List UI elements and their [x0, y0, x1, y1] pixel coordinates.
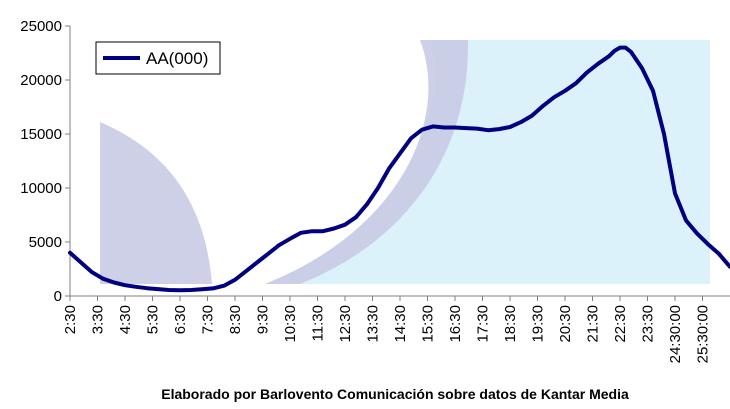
x-tick-label: 24:30:00 [667, 305, 684, 363]
series-line-aa000 [68, 45, 730, 293]
x-tick-label: 4:30 [117, 305, 134, 334]
x-tick-label: 3:30 [90, 305, 107, 334]
background-decoration [100, 40, 710, 284]
y-tick-label: 10000 [20, 180, 62, 197]
x-tick-label: 6:30 [172, 305, 189, 334]
y-tick-label: 5000 [29, 234, 62, 251]
x-tick-label: 2:30 [62, 305, 79, 334]
x-tick-label: 5:30 [145, 305, 162, 334]
y-tick-label: 20000 [20, 72, 62, 89]
x-tick-label: 17:30 [475, 305, 492, 343]
x-tick-label: 7:30 [200, 305, 217, 334]
x-tick-label: 8:30 [227, 305, 244, 334]
x-tick-label: 13:30 [365, 305, 382, 343]
y-axis-ticks: 0 5000 10000 15000 20000 25000 [20, 18, 70, 305]
x-tick-label: 15:30 [420, 305, 437, 343]
x-tick-label: 25:30:00 [695, 305, 712, 363]
x-tick-label: 9:30 [255, 305, 272, 334]
legend: AA(000) [95, 41, 221, 75]
x-tick-label: 23:30 [640, 305, 657, 343]
y-tick-label: 0 [54, 288, 62, 305]
x-tick-label: 16:30 [447, 305, 464, 343]
x-axis-ticks: 2:30 3:30 4:30 5:30 6:30 7:30 8:30 9:30 10:30 11:… [62, 296, 712, 363]
x-tick-label: 22:30 [612, 305, 629, 343]
x-tick-label: 21:30 [585, 305, 602, 343]
decor-band-curve [265, 40, 469, 284]
x-tick-label: 14:30 [392, 305, 409, 343]
legend-label: AA(000) [146, 49, 208, 68]
x-tick-label: 11:30 [310, 305, 327, 341]
x-tick-label: 12:30 [337, 305, 354, 343]
x-tick-label: 18:30 [502, 305, 519, 343]
decor-quarter-shape [100, 122, 212, 284]
x-tick-label: 19:30 [530, 305, 547, 343]
y-tick-label: 15000 [20, 126, 62, 143]
x-tick-label: 10:30 [282, 305, 299, 343]
x-tick-label: 20:30 [557, 305, 574, 343]
y-tick-label: 25000 [20, 18, 62, 35]
source-caption: Elaborado por Barlovento Comunicación so… [161, 386, 629, 402]
